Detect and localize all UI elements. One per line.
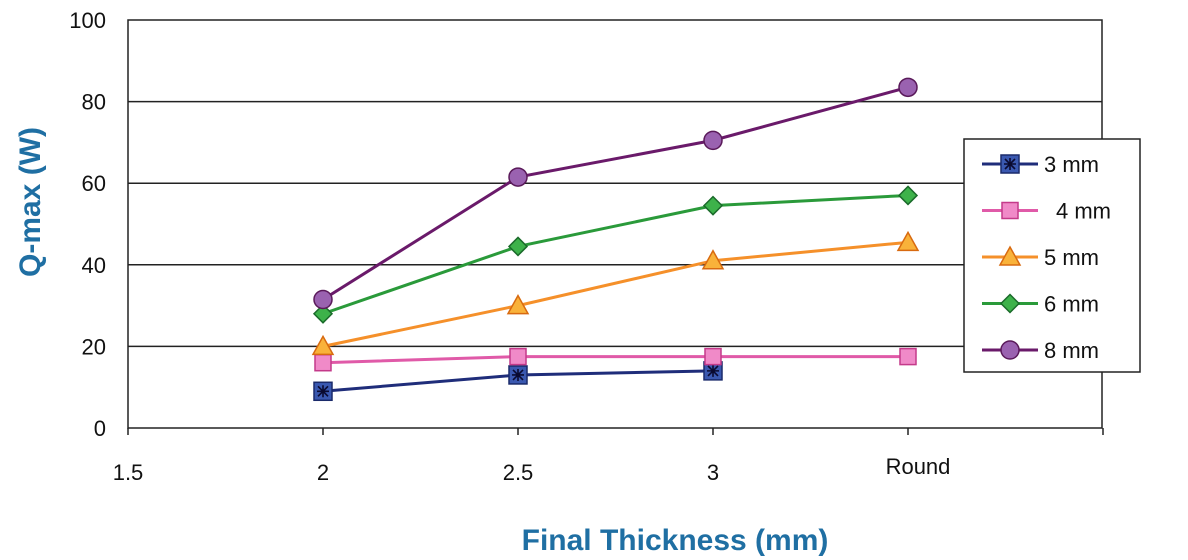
y-tick-label: 0 (94, 416, 106, 441)
data-point (508, 365, 528, 385)
data-point (313, 289, 333, 310)
x-tick-label: Round (886, 454, 951, 479)
series-4-mm (314, 347, 917, 372)
y-axis-title: Q-max (W) (14, 127, 47, 277)
data-point (897, 185, 919, 206)
legend-label: 4 mm (1056, 199, 1111, 224)
data-point (509, 347, 527, 366)
series-line (322, 193, 909, 316)
series-3-mm (313, 361, 723, 402)
legend-item: 4 mm (982, 199, 1111, 224)
data-point (898, 77, 918, 98)
data-point (703, 130, 723, 151)
data-point (704, 347, 722, 366)
series-8-mm (313, 77, 918, 310)
marker-star (707, 364, 719, 377)
data-point (702, 195, 724, 216)
x-tick-label: 3 (707, 460, 719, 485)
data-point (313, 381, 333, 402)
data-point (899, 347, 917, 366)
legend-label: 8 mm (1044, 338, 1099, 363)
legend-label: 5 mm (1044, 245, 1099, 270)
plot-area (127, 19, 1103, 429)
data-point (896, 230, 920, 252)
series-line (322, 355, 908, 365)
legend-marker (1000, 340, 1020, 360)
marker-star (512, 368, 524, 381)
series-line (322, 240, 909, 348)
legend: 3 mm 4 mm 5 mm 6 mm 8 mm (963, 138, 1141, 373)
legend-label: 3 mm (1044, 152, 1099, 177)
y-tick-label: 20 (82, 334, 106, 359)
legend-marker (1001, 201, 1019, 220)
y-tick-label: 40 (82, 253, 106, 278)
data-point (312, 303, 334, 324)
data-point (314, 353, 332, 372)
x-axis-ticks: 1.5 2 2.5 3 Round (113, 428, 1104, 485)
data-point (506, 294, 530, 315)
data-point (311, 334, 335, 356)
data-point (701, 249, 725, 270)
legend-item: 5 mm (982, 245, 1099, 270)
legend-item: 6 mm (982, 292, 1099, 317)
x-tick-label: 1.5 (113, 460, 144, 485)
legend-item: 8 mm (982, 338, 1099, 363)
gridlines (128, 100, 1102, 348)
data-point (508, 167, 528, 187)
legend-marker (999, 293, 1021, 314)
x-tick-label: 2.5 (503, 460, 534, 485)
series-group (311, 77, 920, 402)
series-6-mm (312, 185, 919, 324)
x-axis-title: Final Thickness (mm) (522, 524, 829, 557)
y-tick-label: 80 (82, 90, 106, 115)
legend-marker (998, 245, 1022, 266)
series-5-mm (311, 230, 920, 356)
y-axis-ticks: 0 20 40 60 80 100 (69, 8, 106, 441)
legend-marker (1000, 154, 1020, 174)
legend-label: 6 mm (1044, 292, 1099, 317)
series-line (322, 85, 909, 301)
marker-star (1004, 158, 1016, 170)
data-point (507, 236, 529, 257)
marker-star (317, 385, 329, 398)
y-tick-label: 60 (82, 171, 106, 196)
y-tick-label: 100 (69, 8, 106, 33)
x-tick-label: 2 (317, 460, 329, 485)
legend-item: 3 mm (982, 152, 1099, 177)
